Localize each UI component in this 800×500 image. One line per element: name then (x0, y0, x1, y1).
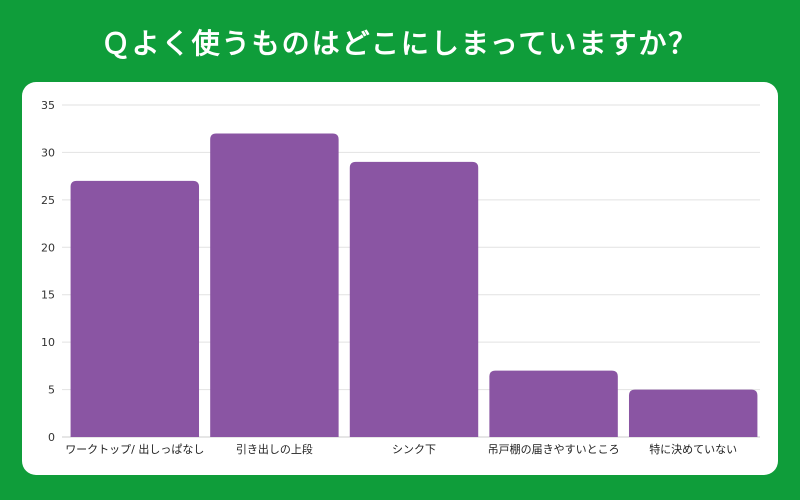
bar-1 (210, 133, 339, 437)
y-tick-label: 35 (41, 99, 55, 112)
bar-chart: 0 5 10 15 20 25 30 35 ワークトップ/ 出しっぱなし 引き出しの上段 シンク下… (41, 99, 760, 456)
y-tick-label: 10 (41, 336, 55, 349)
y-tick-label: 25 (41, 194, 55, 207)
x-category-label: ワークトップ/ 出しっぱなし (65, 442, 204, 456)
chart-title: Ｑよく使うものはどこにしまっていますか？ (101, 27, 699, 60)
bar-4 (628, 389, 758, 437)
bar-2 (349, 161, 479, 437)
y-tick-label: 30 (41, 146, 55, 159)
y-tick-label: 5 (48, 384, 55, 397)
y-tick-label: 20 (41, 241, 55, 254)
y-tick-label: 0 (48, 431, 55, 444)
x-category-label: 特に決めていない (649, 442, 737, 456)
y-axis-ticks: 0 5 10 15 20 25 30 35 (41, 99, 55, 444)
x-category-label: シンク下 (392, 443, 436, 456)
bar-3 (489, 370, 618, 437)
bar-0 (70, 180, 200, 437)
x-axis-labels: ワークトップ/ 出しっぱなし 引き出しの上段 シンク下 吊戸棚の届きやすいところ 特に決… (65, 442, 737, 456)
bars (70, 133, 758, 437)
x-category-label: 引き出しの上段 (236, 442, 313, 456)
x-category-label: 吊戸棚の届きやすいところ (488, 442, 620, 456)
chart-card: 0 5 10 15 20 25 30 35 ワークトップ/ 出しっぱなし 引き出しの上段 シンク下… (22, 82, 778, 475)
y-tick-label: 15 (41, 289, 55, 302)
